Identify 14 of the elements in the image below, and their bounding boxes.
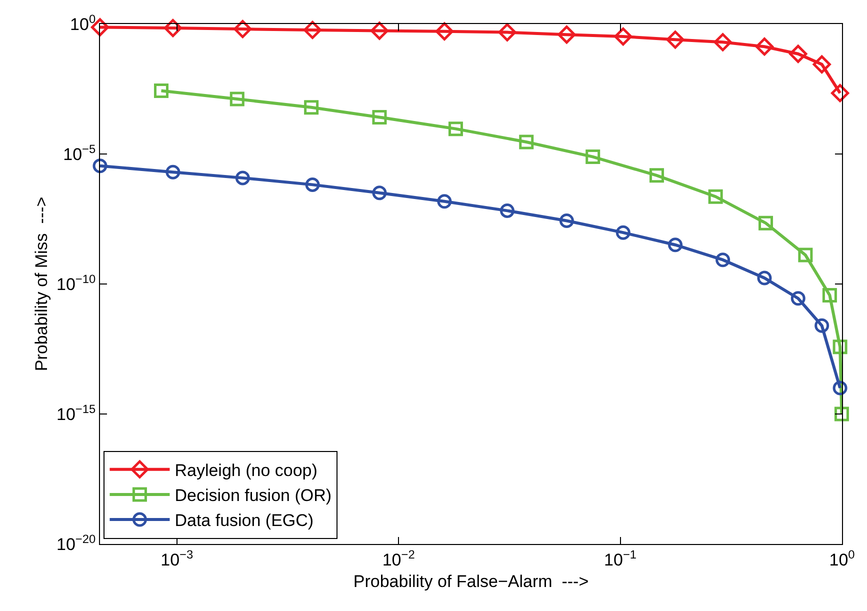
y-tick-label: 10$^{−15}$	[56, 402, 96, 424]
y-axis-title: Probability of Miss --->	[32, 196, 52, 372]
y-tick-label: 10$^{0}$	[70, 12, 96, 34]
legend-label: Decision fusion (OR)	[174, 486, 332, 506]
x-tick-label: 10$^{−1}$	[604, 547, 637, 570]
y-tick-label: 10$^{−10}$	[56, 272, 96, 294]
y-tick-label: 10$^{−20}$	[56, 532, 96, 554]
x-tick-label: 10$^{0}$	[829, 547, 856, 570]
x-axis-title: Probability of False−Alarm --->	[353, 572, 589, 591]
y-tick-label: 10$^{−5}$	[63, 142, 96, 164]
legend-label: Data fusion (EGC)	[174, 511, 314, 530]
x-tick-label: 10$^{−3}$	[160, 547, 194, 570]
x-tick-label: 10$^{−2}$	[382, 547, 416, 570]
legend-label: Rayleigh (no coop)	[174, 460, 318, 480]
